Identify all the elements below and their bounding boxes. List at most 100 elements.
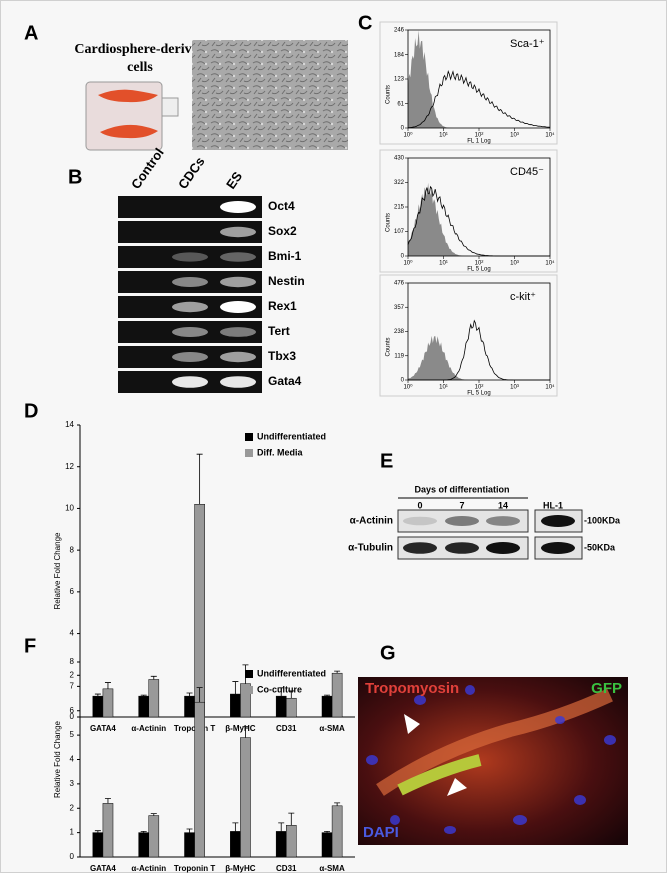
gel-band	[220, 276, 256, 288]
y-tick-label: 1	[70, 828, 75, 837]
x-tick-label: 10²	[475, 261, 484, 267]
bar	[194, 504, 205, 718]
x-tick-label: 10³	[510, 133, 519, 139]
gfp-cell	[397, 754, 482, 796]
panel-a-title: cells	[127, 60, 153, 75]
y-tick-label: 12	[65, 462, 74, 471]
x-tick-label: 10⁰	[403, 384, 413, 391]
error-bar	[278, 687, 285, 697]
legend-label: Diff. Media	[257, 447, 303, 457]
flask	[85, 81, 179, 151]
panel-label: D	[24, 400, 38, 422]
y-tick-label: 10	[65, 504, 74, 513]
gel-band	[172, 301, 208, 313]
legend-swatch	[245, 449, 253, 457]
x-tick-label: α-Actinin	[131, 864, 166, 873]
stain-label: DAPI	[363, 824, 399, 841]
bar	[286, 825, 297, 858]
gene-label: Bmi-1	[268, 249, 302, 263]
gene-label: Nestin	[268, 274, 305, 288]
error-bar	[196, 687, 203, 703]
gel-row	[118, 246, 262, 268]
bar	[194, 701, 205, 858]
error-bar	[196, 453, 203, 505]
x-tick-label: β-MyHC	[225, 724, 255, 733]
legend-swatch	[245, 670, 253, 678]
x-axis-label: FL 1 Log	[467, 139, 490, 145]
error-bar	[288, 812, 295, 826]
y-axis-label: Relative Fold Change	[53, 720, 62, 797]
marker-label: c-kit⁺	[510, 291, 536, 303]
y-tick-label: 215	[394, 205, 405, 211]
y-tick-label: 6	[70, 587, 75, 596]
gel-band	[172, 327, 208, 337]
stained-histogram	[407, 70, 551, 129]
bar	[184, 695, 195, 718]
bar	[240, 737, 251, 858]
bar	[230, 831, 241, 858]
gene-label: Tbx3	[268, 349, 296, 363]
error-bar	[104, 798, 111, 804]
y-axis-label: Counts	[386, 213, 392, 232]
gene-label: Sox2	[268, 224, 297, 238]
outer-box	[379, 21, 558, 145]
negative-histogram	[408, 335, 550, 380]
bar	[92, 832, 104, 858]
bar	[230, 693, 241, 718]
row-label: α-Tubulin	[348, 543, 393, 554]
y-tick-label: 119	[394, 353, 404, 359]
bar	[102, 803, 114, 858]
bar	[286, 697, 297, 718]
gel-band	[172, 252, 208, 262]
error-bar	[242, 726, 249, 738]
x-tick-label: 10³	[510, 261, 519, 267]
gene-label: Oct4	[268, 199, 295, 213]
lane-label: HL-1	[543, 500, 563, 510]
outer-box	[379, 149, 558, 273]
gel-band	[220, 351, 256, 363]
cell-fiber	[376, 688, 613, 796]
y-axis-label: Relative Fold Change	[53, 532, 62, 609]
lane-label: 14	[498, 500, 508, 510]
error-bar	[94, 830, 101, 833]
y-tick-label: 4	[70, 755, 75, 764]
panel-a-title: Cardiosphere-derived	[74, 42, 205, 57]
bar	[138, 695, 150, 718]
x-tick-label: α-SMA	[319, 724, 345, 733]
y-tick-label: 8	[70, 657, 75, 666]
error-bar	[324, 831, 331, 833]
blot-band	[445, 542, 479, 554]
bar	[138, 832, 150, 858]
legend-label: Undifferentiated	[257, 431, 326, 441]
y-tick-label: 0	[401, 378, 405, 384]
y-tick-label: 2	[70, 670, 75, 679]
error-bar	[278, 822, 285, 832]
x-tick-label: 10¹	[439, 385, 448, 391]
y-tick-label: 238	[394, 329, 405, 335]
y-axis-label: Counts	[386, 85, 392, 104]
marker-label: Sca-1⁺	[510, 38, 545, 50]
error-bar	[104, 682, 111, 689]
y-tick-label: 5	[70, 730, 75, 739]
y-tick-label: 246	[394, 28, 405, 34]
x-tick-label: α-SMA	[319, 864, 345, 873]
error-bar	[186, 692, 193, 697]
error-bar	[150, 675, 157, 680]
panel-label: A	[24, 22, 38, 44]
x-tick-label: 10⁰	[403, 132, 413, 139]
error-bar	[324, 694, 331, 697]
lane-label: 0	[417, 500, 422, 510]
bar	[92, 695, 104, 718]
bar	[102, 688, 114, 718]
blot-header: Days of differentiation	[414, 484, 509, 494]
gel-band	[220, 226, 256, 238]
error-bar	[232, 681, 239, 695]
stain-label: Tropomyosin	[365, 680, 459, 697]
y-tick-label: 8	[70, 545, 75, 554]
gel-band	[172, 376, 208, 388]
y-tick-label: 3	[70, 779, 75, 788]
blot-band	[486, 516, 520, 526]
x-axis-label: FL 5 Log	[467, 267, 490, 273]
cells	[100, 124, 158, 139]
